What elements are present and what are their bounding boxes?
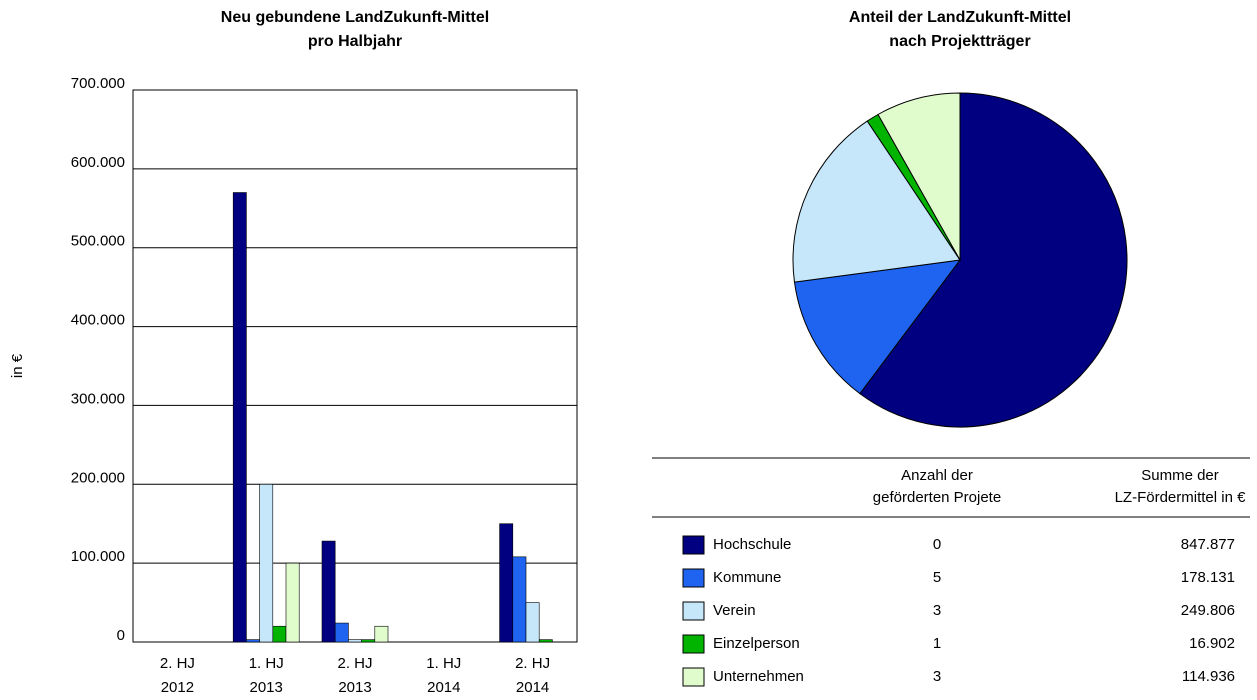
y-tick-label: 700.000 bbox=[71, 75, 125, 92]
chart-title: Neu gebundene LandZukunft-Mittel pro Halb… bbox=[221, 9, 489, 50]
legend-label: Hochschule bbox=[713, 536, 791, 553]
legend-swatch bbox=[682, 601, 705, 621]
legend-label: Einzelperson bbox=[713, 635, 800, 652]
pie-slice bbox=[859, 92, 1128, 428]
x-tick-label: 1. HJ 2014 bbox=[426, 655, 461, 696]
table-cell: 249.806 bbox=[1181, 602, 1235, 619]
x-tick-label: 1. HJ 2013 bbox=[249, 655, 284, 696]
bar bbox=[348, 639, 362, 643]
table-cell: 3 bbox=[933, 602, 941, 619]
bar bbox=[374, 625, 389, 643]
table-cell: 0 bbox=[933, 536, 941, 553]
table-cell: 5 bbox=[933, 569, 941, 586]
bar bbox=[512, 556, 527, 643]
legend-swatch bbox=[682, 535, 705, 555]
bar bbox=[321, 540, 336, 643]
table-header: Anzahl der geförderten Projete bbox=[873, 467, 1001, 506]
bar bbox=[334, 622, 349, 643]
table-cell: 1 bbox=[933, 635, 941, 652]
chart-title: Anteil der LandZukunft-Mittel nach Projek… bbox=[849, 9, 1071, 50]
y-tick-label: 0 bbox=[117, 627, 125, 644]
y-tick-label: 100.000 bbox=[71, 548, 125, 565]
bar bbox=[285, 562, 300, 643]
bar bbox=[232, 192, 247, 643]
bar bbox=[525, 602, 540, 643]
table-header: Summe der LZ-Fördermittel in € bbox=[1115, 467, 1247, 506]
pie-slice bbox=[793, 259, 962, 395]
pie-slice bbox=[792, 120, 961, 283]
legend-label: Kommune bbox=[713, 569, 781, 586]
y-tick-label: 200.000 bbox=[71, 469, 125, 486]
legend-label: Unternehmen bbox=[713, 668, 804, 685]
table-cell: 178.131 bbox=[1181, 569, 1235, 586]
bar bbox=[272, 625, 287, 643]
table-cell: 16.902 bbox=[1189, 635, 1235, 652]
bar bbox=[499, 523, 514, 643]
table-cell: 114.936 bbox=[1182, 668, 1235, 685]
bar bbox=[361, 639, 376, 643]
pie-slice bbox=[877, 92, 961, 262]
legend-swatch bbox=[682, 634, 705, 654]
legend-label: Verein bbox=[713, 602, 756, 619]
table-cell: 3 bbox=[933, 668, 941, 685]
bar bbox=[259, 483, 274, 643]
y-tick-label: 300.000 bbox=[71, 390, 125, 407]
bar bbox=[246, 639, 260, 643]
y-axis-label: in € bbox=[9, 353, 26, 378]
y-tick-label: 500.000 bbox=[71, 233, 125, 250]
table-cell: 847.877 bbox=[1181, 536, 1235, 553]
y-tick-label: 600.000 bbox=[71, 154, 125, 171]
x-tick-label: 2. HJ 2013 bbox=[337, 655, 372, 696]
y-tick-label: 400.000 bbox=[71, 312, 125, 329]
legend-swatch bbox=[682, 568, 705, 588]
legend-swatch bbox=[682, 667, 705, 687]
bar bbox=[538, 639, 553, 643]
x-tick-label: 2. HJ 2014 bbox=[515, 655, 550, 696]
x-tick-label: 2. HJ 2012 bbox=[160, 655, 195, 696]
